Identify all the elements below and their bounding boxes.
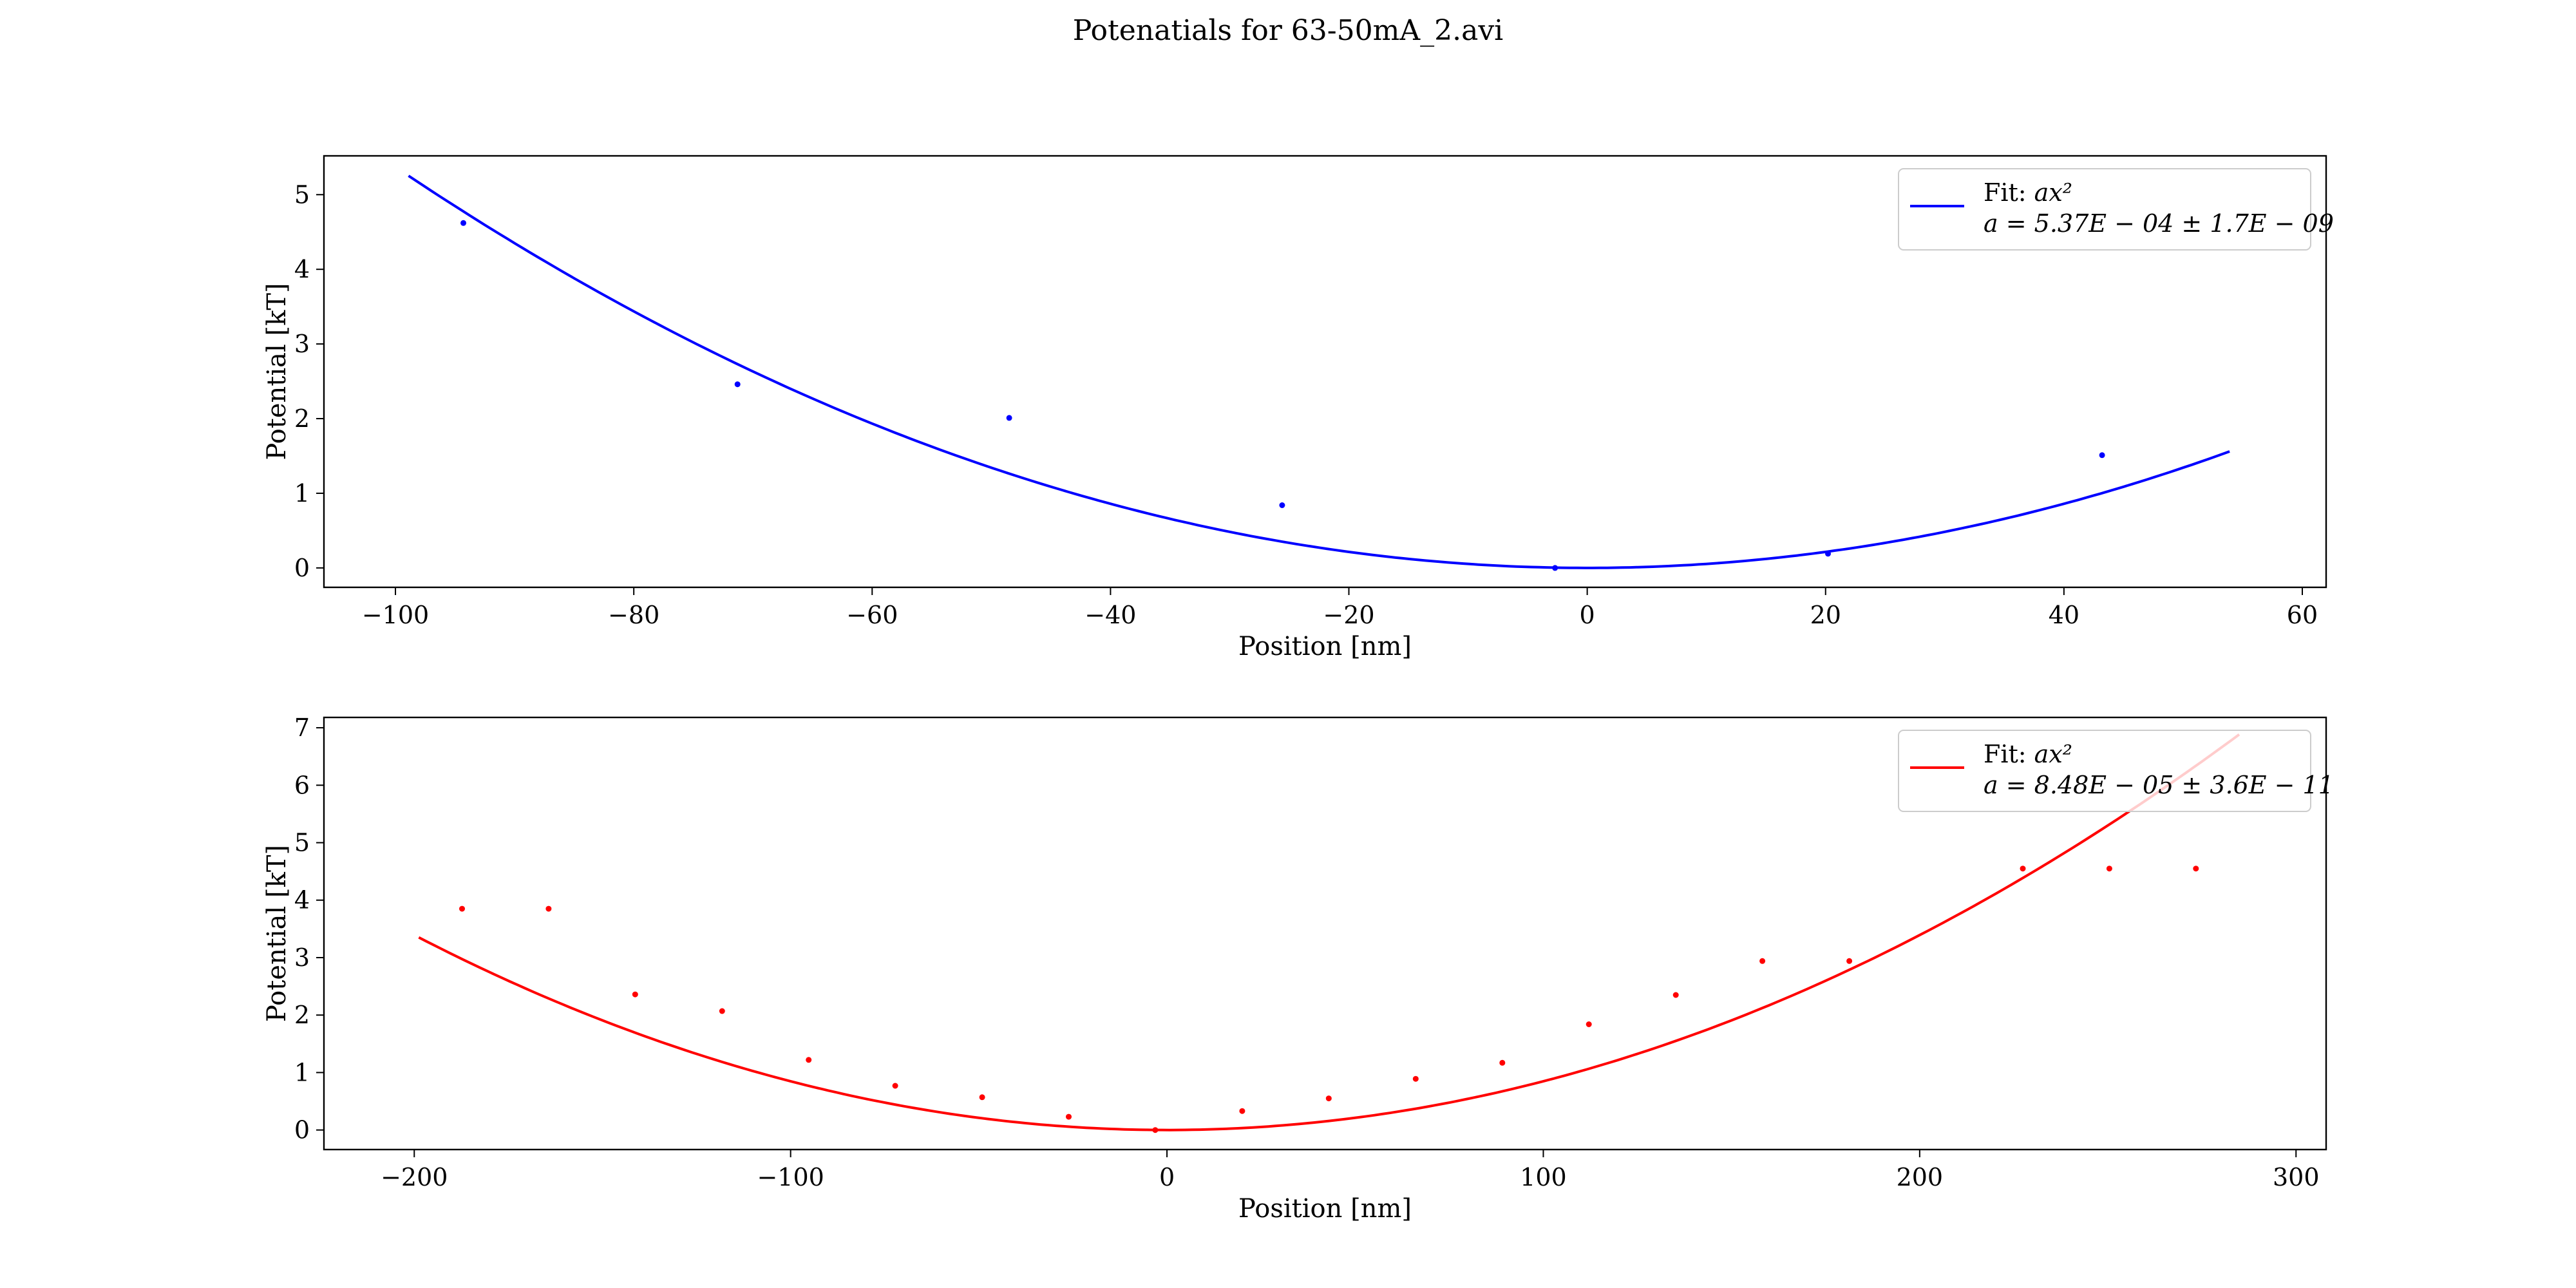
data-point [1846, 958, 1853, 964]
x-tick-label: −100 [362, 601, 429, 629]
legend-fit-parameter: a = 8.48E − 05 ± 3.6E − 11 [1984, 771, 2334, 799]
legend: Fit: ax² a = 8.48E − 05 ± 3.6E − 11 [1898, 730, 2334, 812]
data-point [1759, 958, 1766, 964]
fit-curve [418, 733, 2240, 1132]
y-tick-label: 2 [294, 1001, 310, 1029]
y-tick-label: 3 [294, 943, 310, 972]
x-tick-label: −100 [757, 1163, 824, 1191]
x-tick-label: −20 [1323, 601, 1374, 629]
data-point [806, 1057, 812, 1063]
chart-panel-1: −100 −80 −60 −40 −20 0 20 40 60 0 1 2 3 4 5 Position [n… [262, 155, 2334, 661]
y-tick-label: 4 [294, 255, 310, 283]
axes-frame [323, 716, 2327, 1151]
legend-entry-label: Fit: ax² [1984, 178, 2072, 207]
y-tick-label: 5 [294, 180, 310, 209]
data-point [1499, 1059, 1506, 1066]
x-tick-label: 40 [2049, 601, 2079, 629]
data-point [1325, 1095, 1332, 1102]
data-point [1239, 1108, 1245, 1114]
y-axis-label: Potential [kT] [262, 283, 292, 460]
x-tick-label: 200 [1897, 1163, 1944, 1191]
legend-fit-formula: ax² [2034, 178, 2072, 207]
data-point [1152, 1127, 1159, 1133]
data-point [2020, 866, 2026, 872]
data-point [892, 1083, 898, 1089]
y-tick-label: 4 [294, 886, 310, 914]
data-point [1672, 992, 1679, 998]
data-point [1006, 415, 1012, 421]
y-tick-label: 6 [294, 771, 310, 799]
legend-box [1898, 168, 2311, 251]
data-point [734, 381, 741, 388]
legend-fit-formula: ax² [2034, 740, 2072, 768]
x-tick-label: −200 [381, 1163, 448, 1191]
data-point [459, 905, 465, 912]
data-point [545, 905, 552, 912]
y-tick-label: 3 [294, 330, 310, 358]
y-tick-label: 5 [294, 829, 310, 857]
data-point [1586, 1021, 1592, 1027]
x-tick-label: 100 [1520, 1163, 1567, 1191]
data-point [460, 220, 466, 226]
y-tick-label: 2 [294, 404, 310, 433]
x-tick-label: 300 [2273, 1163, 2320, 1191]
data-point [979, 1094, 985, 1101]
x-tick-label: −80 [608, 601, 659, 629]
x-tick-label: −60 [846, 601, 898, 629]
data-point [1825, 551, 1831, 557]
x-tick-label: 20 [1810, 601, 1841, 629]
y-tick-label: 1 [294, 1058, 310, 1086]
x-axis-label: Position [nm] [1238, 632, 1412, 661]
legend-fit-prefix: Fit: [1984, 178, 2034, 207]
fit-curve [408, 175, 2230, 569]
data-point [2106, 866, 2112, 872]
legend-fit-parameter: a = 5.37E − 04 ± 1.7E − 09 [1984, 209, 2334, 238]
x-axis-label: Position [nm] [1238, 1194, 1412, 1224]
axes-frame [323, 155, 2327, 589]
y-tick-label: 7 [294, 714, 310, 742]
x-tick-label: −40 [1084, 601, 1136, 629]
legend-box [1898, 730, 2311, 812]
legend-entry-label: Fit: ax² [1984, 740, 2072, 768]
y-tick-label: 0 [294, 1116, 310, 1144]
y-tick-label: 0 [294, 554, 310, 582]
x-tick-label: 60 [2287, 601, 2318, 629]
data-point [719, 1008, 725, 1014]
data-point [1412, 1075, 1419, 1082]
y-axis-label: Potential [kT] [262, 845, 292, 1022]
data-point [1066, 1113, 1072, 1120]
data-point [2099, 452, 2105, 459]
data-point [2193, 866, 2199, 872]
data-point [1552, 565, 1558, 571]
figure-title: Potenatials for 63-50mA_2.avi [1072, 14, 1504, 47]
y-tick-label: 1 [294, 479, 310, 507]
legend-fit-prefix: Fit: [1984, 740, 2034, 768]
chart-panel-2: −200 −100 0 100 200 300 0 1 2 3 4 5 6 7 Position [nm] P… [262, 714, 2334, 1224]
x-tick-label: 0 [1580, 601, 1595, 629]
data-point [632, 991, 638, 998]
x-tick-label: 0 [1159, 1163, 1175, 1191]
data-point [1279, 502, 1285, 508]
